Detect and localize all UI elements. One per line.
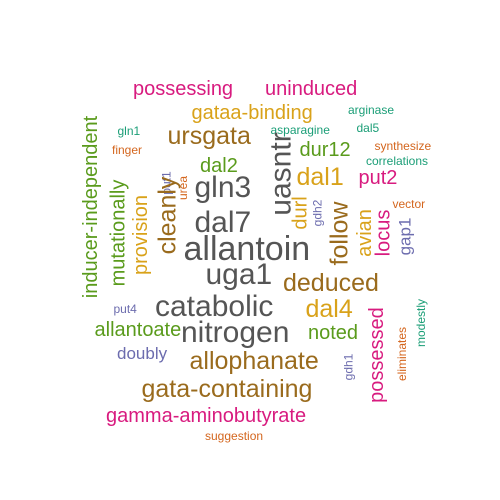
word-dal7: dal7 bbox=[194, 206, 252, 239]
word-gamma-aminobutyrate: gamma-aminobutyrate bbox=[106, 405, 307, 427]
word-possessed: possessed bbox=[365, 307, 388, 403]
word-gln1: gln1 bbox=[117, 124, 141, 138]
word-dal2: dal2 bbox=[200, 155, 238, 177]
word-gata-containing: gata-containing bbox=[141, 374, 313, 403]
word-inducer-independent: inducer-independent bbox=[80, 115, 103, 299]
word-modestly: modestly bbox=[414, 298, 429, 348]
word-finger: finger bbox=[112, 143, 143, 157]
word-dal5: dal5 bbox=[356, 121, 380, 135]
word-asparagine: asparagine bbox=[270, 123, 330, 137]
word-put4: put4 bbox=[113, 302, 137, 316]
word-noted: noted bbox=[308, 322, 359, 344]
word-eliminates: eliminates bbox=[395, 326, 410, 382]
word-vector: vector bbox=[392, 197, 426, 211]
word-possessing: possessing bbox=[133, 78, 234, 100]
word-dal1: dal1 bbox=[296, 162, 344, 191]
word-catabolic: catabolic bbox=[155, 290, 274, 323]
word-put2: put2 bbox=[358, 167, 398, 189]
word-doubly: doubly bbox=[117, 343, 168, 363]
word-synthesize: synthesize bbox=[374, 139, 432, 153]
word-provision: provision bbox=[130, 194, 153, 276]
word-dal4: dal4 bbox=[305, 294, 353, 323]
word-dur12: dur12 bbox=[299, 139, 351, 161]
word-suggestion: suggestion bbox=[205, 429, 264, 443]
word-ursgata: ursgata bbox=[167, 121, 251, 150]
word-locus: locus bbox=[371, 209, 394, 257]
word-cleanly: cleanly bbox=[153, 176, 182, 254]
word-allantoin: allantoin bbox=[183, 230, 311, 268]
word-follow: follow bbox=[325, 201, 354, 265]
word-gln3: gln3 bbox=[194, 171, 252, 204]
word-gap1: gap1 bbox=[395, 217, 415, 255]
word-mutationally: mutationally bbox=[106, 179, 129, 287]
word-gataa-binding: gataa-binding bbox=[191, 102, 313, 124]
word-correlations: correlations bbox=[366, 154, 429, 168]
word-uninduced: uninduced bbox=[265, 78, 358, 100]
word-arginase: arginase bbox=[348, 103, 395, 117]
word-uga1: uga1 bbox=[205, 258, 273, 291]
word-nitrogen: nitrogen bbox=[181, 316, 290, 349]
word-durl: durl bbox=[289, 196, 312, 230]
word-deduced: deduced bbox=[283, 268, 379, 297]
word-gdh2: gdh2 bbox=[309, 199, 324, 227]
word-allantoate: allantoate bbox=[94, 319, 182, 341]
word-allophanate: allophanate bbox=[189, 346, 319, 375]
word-gdh1: gdh1 bbox=[340, 353, 355, 381]
